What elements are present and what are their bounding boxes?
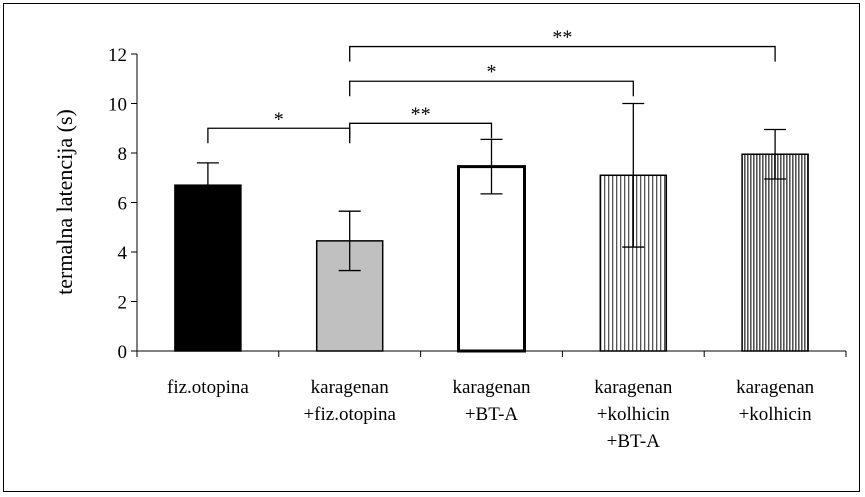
y-tick-label: 2 — [118, 293, 128, 314]
x-category-label: karagenan +kolhicin +BT-A — [594, 377, 673, 452]
x-category-label: fiz.otopina — [167, 377, 249, 398]
y-tick-label: 6 — [118, 194, 128, 215]
y-tick-label: 10 — [108, 95, 127, 116]
significance-label: * — [487, 61, 497, 83]
bar — [741, 153, 809, 352]
chart-frame — [3, 3, 860, 492]
y-tick-label: 12 — [108, 45, 127, 66]
significance-label: ** — [552, 27, 572, 49]
x-category-label: karagenan +fiz.otopina — [303, 377, 396, 425]
y-tick-label: 8 — [118, 144, 128, 165]
y-axis-label: termalna latencija (s) — [52, 109, 77, 295]
significance-bracket — [349, 45, 776, 62]
significance-bracket — [207, 127, 351, 144]
y-tick-label: 0 — [118, 342, 128, 363]
significance-label: * — [274, 108, 284, 130]
bar — [174, 184, 242, 352]
x-category-label: karagenan +kolhicin — [736, 377, 815, 425]
significance-bracket — [349, 122, 493, 139]
significance-label: ** — [411, 103, 431, 125]
y-tick-label: 4 — [118, 243, 128, 264]
significance-bracket — [349, 80, 634, 97]
x-category-label: karagenan +BT-A — [452, 377, 531, 425]
